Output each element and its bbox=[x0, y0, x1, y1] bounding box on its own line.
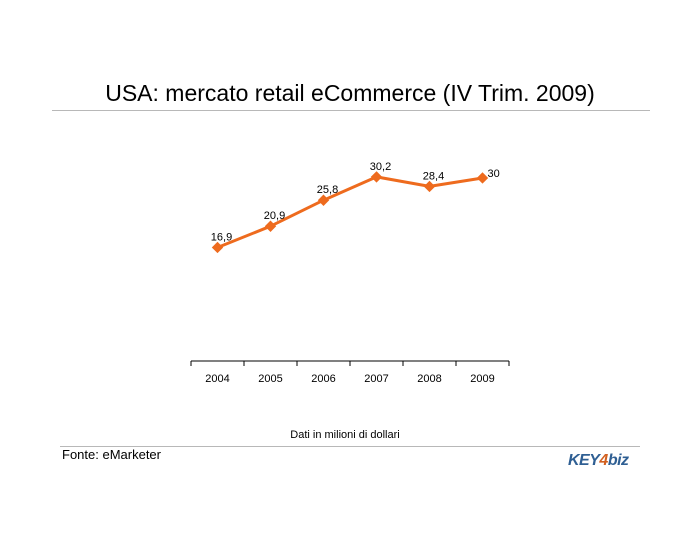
bottom-divider bbox=[60, 446, 640, 447]
x-axis-ticks bbox=[190, 361, 510, 366]
data-point-marker bbox=[211, 241, 224, 254]
logo-text-digit: 4 bbox=[599, 452, 608, 469]
data-labels: 16,9 20,9 25,8 30,2 28,4 30 bbox=[211, 161, 500, 244]
x-tick-label: 2006 bbox=[311, 373, 335, 385]
x-tick-label: 2008 bbox=[417, 373, 441, 385]
data-point-marker bbox=[370, 171, 383, 183]
top-divider bbox=[52, 110, 650, 111]
data-label: 25,8 bbox=[317, 184, 338, 196]
x-tick-label: 2009 bbox=[470, 373, 494, 385]
data-label: 28,4 bbox=[423, 170, 444, 182]
data-point-marker bbox=[423, 180, 436, 193]
x-axis-tick-labels: 2004 2005 2006 2007 2008 2009 bbox=[205, 373, 494, 385]
logo-text-main: KEY bbox=[568, 452, 600, 469]
x-tick-label: 2004 bbox=[205, 373, 229, 385]
data-label: 20,9 bbox=[264, 210, 285, 222]
x-axis-title: Dati in milioni di dollari bbox=[290, 429, 400, 441]
x-tick-label: 2005 bbox=[258, 373, 282, 385]
data-point-marker bbox=[264, 220, 277, 232]
data-point-marker bbox=[317, 194, 330, 206]
chart-title: USA: mercato retail eCommerce (IV Trim. … bbox=[105, 80, 595, 106]
series-line bbox=[216, 175, 484, 249]
key4biz-logo: KEY4biz bbox=[568, 452, 629, 470]
data-label: 30,2 bbox=[370, 161, 391, 173]
x-tick-label: 2007 bbox=[364, 373, 388, 385]
source-note: Fonte: eMarketer bbox=[62, 447, 161, 462]
data-label: 16,9 bbox=[211, 231, 232, 243]
data-point-marker bbox=[476, 172, 489, 184]
series-markers bbox=[211, 171, 489, 254]
data-label: 30 bbox=[488, 168, 500, 180]
logo-text-tail: biz bbox=[607, 452, 629, 469]
